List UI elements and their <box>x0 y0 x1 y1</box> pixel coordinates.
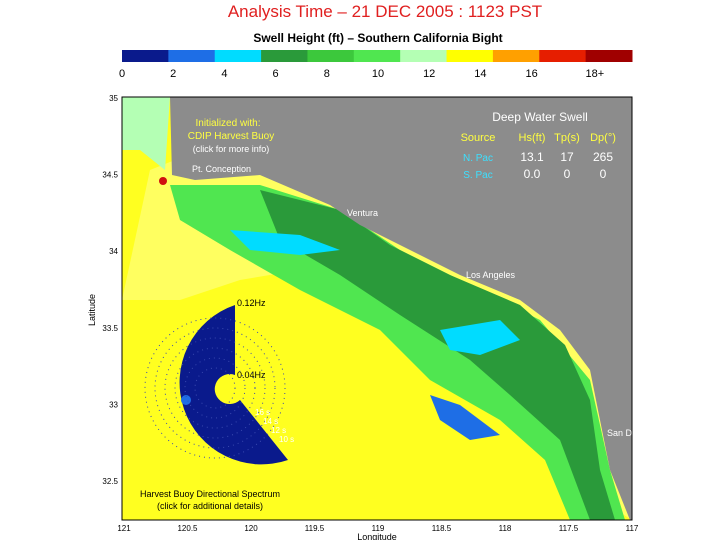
table-cell: S. Pac <box>463 170 492 181</box>
colorbar-swatch <box>353 50 401 62</box>
colorbar-label: 16 <box>525 68 537 80</box>
colorbar-swatch <box>307 50 355 62</box>
table-cell: 13.1 <box>520 150 544 164</box>
period-label: 14 s <box>263 417 278 426</box>
period-label: 10 s <box>279 435 294 444</box>
colorbar-label: 12 <box>423 68 435 80</box>
swell-title: Deep Water Swell <box>492 110 588 124</box>
y-tick-label: 34.5 <box>102 171 118 180</box>
spectrum-ring <box>194 367 236 409</box>
land <box>170 97 632 520</box>
colorbar-label: 10 <box>372 68 384 80</box>
place-label: Los Angeles <box>466 270 516 280</box>
spectrum-disk[interactable] <box>179 305 288 465</box>
x-tick-label: 120 <box>244 524 258 533</box>
spectrum-ring <box>144 317 286 459</box>
colorbar-label: 0 <box>119 68 125 80</box>
freq-label: 0.12Hz <box>237 298 266 308</box>
freq-label: 0.04Hz <box>237 370 266 380</box>
buoy-link[interactable]: CDIP Harvest Buoy <box>188 131 275 142</box>
colorbar-label: 14 <box>474 68 486 80</box>
spectrum-caption[interactable]: Harvest Buoy Directional Spectrum <box>140 489 280 499</box>
swell-zone <box>230 230 340 255</box>
table-cell: 17 <box>560 150 574 164</box>
y-tick-label: 34 <box>109 247 118 256</box>
swell-zone <box>260 190 615 520</box>
colorbar-swatch <box>492 50 540 62</box>
x-tick-label: 119 <box>372 524 385 533</box>
map: Initialized with: CDIP Harvest Buoy (cli… <box>122 97 649 520</box>
x-tick-label: 117 <box>626 524 639 533</box>
colorbar-label: 18+ <box>585 68 604 80</box>
table-header: Dp(°) <box>590 132 616 144</box>
place-label: San Diego <box>607 428 649 438</box>
y-tick-label: 35 <box>109 94 118 103</box>
colorbar-swatch <box>261 50 308 62</box>
colorbar-label: 4 <box>221 68 227 80</box>
table-cell: 0 <box>600 167 607 181</box>
x-tick-label: 118.5 <box>432 524 452 533</box>
colorbar-label: 8 <box>324 68 330 80</box>
x-tick-label: 118 <box>499 524 512 533</box>
buoy-text[interactable]: (click for more info) <box>193 144 270 154</box>
spectrum-ring <box>184 357 246 419</box>
colorbar-swatch <box>214 50 262 62</box>
table-cell: N. Pac <box>463 153 493 164</box>
swell-zone <box>440 320 520 355</box>
x-tick-label: 120.5 <box>177 524 198 533</box>
table-header: Tp(s) <box>554 132 580 144</box>
x-tick-label: 117.5 <box>559 524 579 533</box>
colorbar-label: 6 <box>273 68 279 80</box>
spectrum-peak <box>181 395 191 405</box>
buoy-text: Initialized with: <box>195 118 260 129</box>
swell-zone <box>430 395 500 440</box>
colorbar-swatch <box>539 50 587 62</box>
spectrum-ring <box>164 337 266 439</box>
spectrum-ring <box>174 347 256 429</box>
table-header: Hs(ft) <box>519 132 546 144</box>
spectrum[interactable]: 0.12Hz 0.04Hz 16 s14 s12 s10 s <box>144 298 294 465</box>
table-header: Source <box>461 132 496 144</box>
table-cell: 0.0 <box>524 167 541 181</box>
y-tick-label: 32.5 <box>102 477 118 486</box>
period-label: 16 s <box>255 408 270 417</box>
y-tick-label: 33 <box>109 400 118 409</box>
swell-zone <box>122 97 170 170</box>
colorbar-swatch <box>446 50 494 62</box>
subtitle: Swell Height (ft) – Southern California … <box>253 31 502 45</box>
colorbar-swatch <box>122 50 169 62</box>
place-label: Pt. Conception <box>192 164 251 174</box>
colorbar-swatch <box>400 50 448 62</box>
y-tick-label: 33.5 <box>102 324 118 333</box>
title: Analysis Time – 21 DEC 2005 : 1123 PST <box>228 2 542 21</box>
x-tick-label: 121 <box>117 524 131 533</box>
spectrum-ring <box>154 327 276 449</box>
buoy-marker[interactable] <box>159 177 167 185</box>
table-cell: 265 <box>593 150 613 164</box>
table-cell: 0 <box>564 167 571 181</box>
x-axis-label: Longitude <box>357 532 397 540</box>
frame <box>121 96 633 521</box>
colorbar-swatch <box>585 50 633 62</box>
spectrum-caption[interactable]: (click for additional details) <box>157 501 263 511</box>
swell-zone <box>170 185 625 520</box>
place-label: Ventura <box>347 208 378 218</box>
colorbar-swatch <box>168 50 216 62</box>
x-tick-label: 119.5 <box>305 524 325 533</box>
colorbar-label: 2 <box>170 68 176 80</box>
period-label: 12 s <box>271 426 286 435</box>
y-axis-label: Latitude <box>87 294 97 326</box>
